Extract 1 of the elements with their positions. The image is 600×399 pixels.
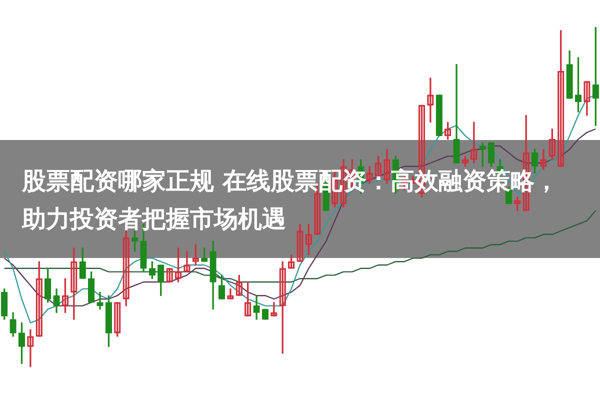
candlestick xyxy=(166,268,173,282)
